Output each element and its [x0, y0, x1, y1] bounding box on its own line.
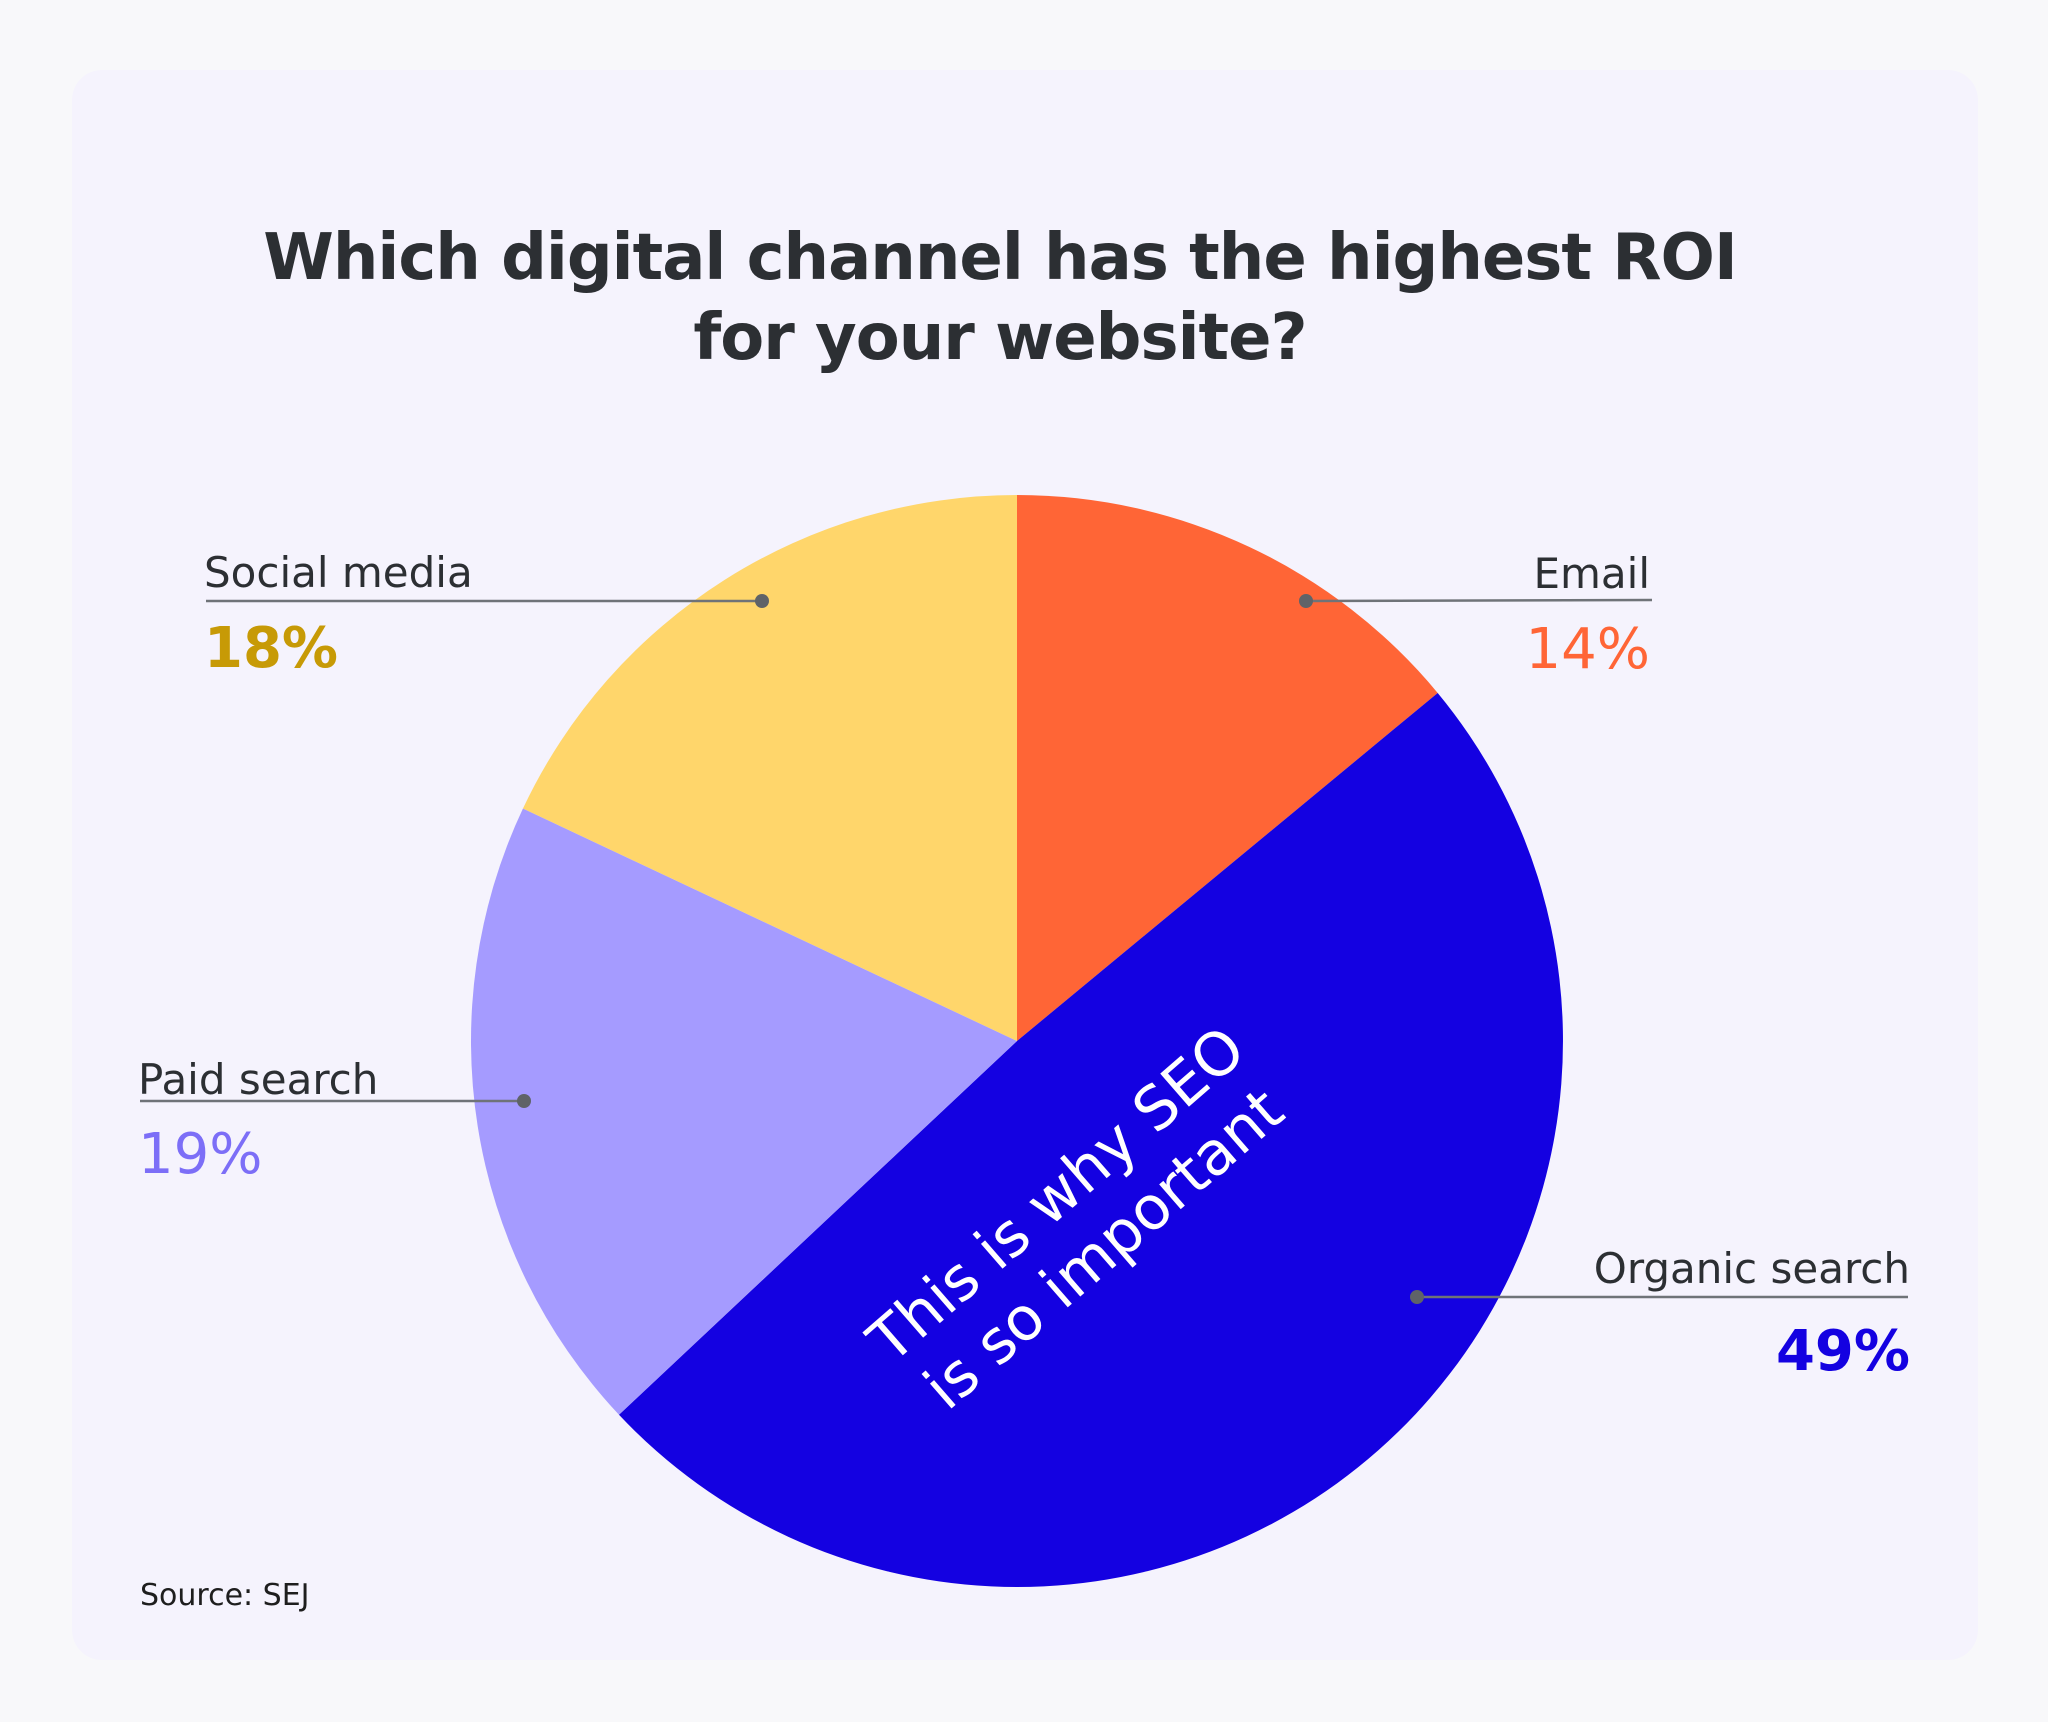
leader-line-email	[1305, 598, 1653, 603]
leader-dot-email	[1299, 594, 1313, 608]
chart-title-line-1: Which digital channel has the highest RO…	[263, 221, 1738, 295]
chart-title: Which digital channel has the highest RO…	[0, 218, 2000, 378]
slice-value-organic-search: 49%	[1776, 1319, 1910, 1384]
source-note: Source: SEJ	[140, 1578, 310, 1613]
leader-dot-paid-search	[517, 1094, 531, 1108]
leader-dot-organic-search	[1410, 1290, 1424, 1304]
slice-label-email: Email	[1533, 549, 1650, 598]
chart-title-line-2: for your website?	[693, 301, 1307, 375]
pie-slice-organic-search	[618, 692, 1563, 1587]
pie-slice-email	[1017, 495, 1438, 1041]
slice-value-social-media: 18%	[204, 616, 338, 681]
slice-value-paid-search: 19%	[138, 1122, 262, 1187]
slice-label-social-media: Social media	[204, 548, 473, 597]
slice-value-email: 14%	[1526, 617, 1650, 682]
pie-slice-social-media	[522, 494, 1017, 1041]
pie-slice-paid-search	[470, 808, 1017, 1415]
leader-dot-social-media	[755, 594, 769, 608]
slice-label-organic-search: Organic search	[1594, 1244, 1910, 1293]
slice-label-paid-search: Paid search	[138, 1055, 378, 1104]
